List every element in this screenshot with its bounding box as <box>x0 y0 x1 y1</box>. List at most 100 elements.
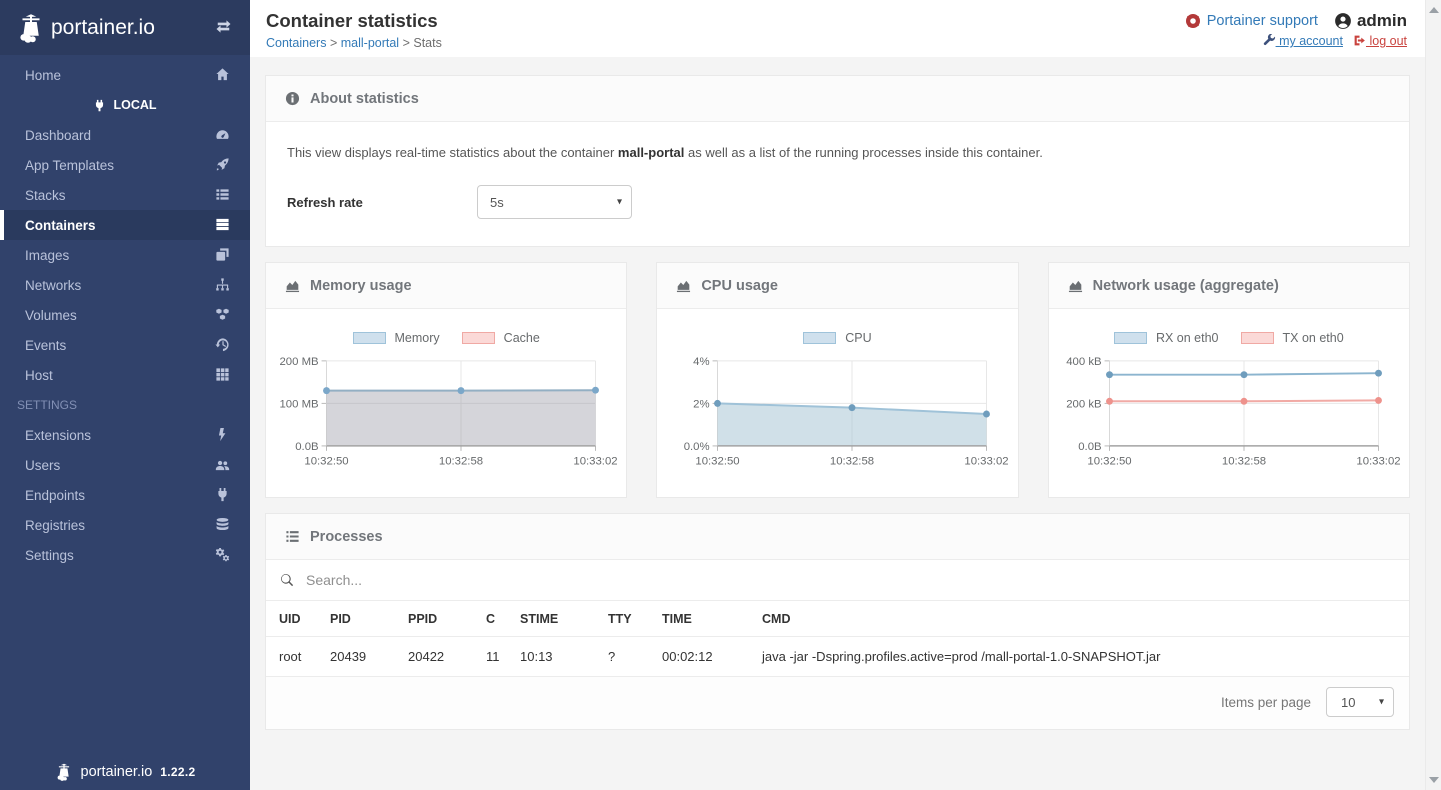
sidebar-item-extensions[interactable]: Extensions <box>0 420 250 450</box>
svg-text:0.0B: 0.0B <box>1078 441 1101 453</box>
sidebar-settings-header: SETTINGS <box>17 398 78 412</box>
col-header-stime[interactable]: STIME <box>520 612 559 627</box>
sidebar-item-label: Registries <box>25 517 86 533</box>
sidebar-item-label: Home <box>25 67 62 83</box>
brand-text: portainer.io <box>51 15 155 39</box>
sidebar-item-networks[interactable]: Networks <box>0 270 250 300</box>
sidebar-item-events[interactable]: Events <box>0 330 250 360</box>
sidebar-item-label: App Templates <box>25 157 115 173</box>
legend-label: Memory <box>394 331 440 345</box>
my-account-link[interactable]: my account <box>1263 34 1343 48</box>
col-header-pid[interactable]: PID <box>330 612 351 627</box>
svg-text:400 kB: 400 kB <box>1066 356 1101 368</box>
network-panel-header: Network usage (aggregate) <box>1048 263 1409 309</box>
refresh-rate-select-wrap: 5s <box>477 185 632 219</box>
about-panel-header: About statistics <box>266 76 1409 122</box>
processes-table-header-row: UID PID PPID C STIME TTY TIME CMD <box>266 601 1409 637</box>
sidebar-item-app-templates[interactable]: App Templates <box>0 150 250 180</box>
network-chart-legend: RX on eth0 TX on eth0 <box>1064 331 1394 345</box>
sidebar-item-users[interactable]: Users <box>0 450 250 480</box>
portainer-footer-logo-icon <box>57 763 69 781</box>
svg-text:10:32:58: 10:32:58 <box>830 456 874 468</box>
processes-search-input[interactable] <box>304 571 1395 590</box>
col-header-uid[interactable]: UID <box>279 612 301 627</box>
sidebar-item-home[interactable]: Home <box>0 60 250 90</box>
page-scrollbar[interactable] <box>1425 0 1441 790</box>
table-cell: 20439 <box>322 636 400 677</box>
content: About statistics This view displays real… <box>250 57 1425 790</box>
svg-text:10:32:50: 10:32:50 <box>1087 456 1131 468</box>
plug-icon <box>96 99 104 111</box>
footer-brand: portainer.io <box>80 764 153 780</box>
sidebar-item-label: Extensions <box>25 427 92 443</box>
log-out-link[interactable]: log out <box>1353 34 1407 48</box>
scrollbar-up-arrow[interactable] <box>1429 7 1439 13</box>
cpu-panel-title: CPU usage <box>701 277 778 294</box>
sidebar-item-label: Containers <box>25 217 96 233</box>
refresh-rate-row: Refresh rate 5s <box>287 185 1388 219</box>
sidebar-item-containers[interactable]: Containers <box>0 210 250 240</box>
network-chart-body: RX on eth0 TX on eth0 400 kB 200 kB 0.0B 10:… <box>1049 309 1409 497</box>
sidebar-item-stacks[interactable]: Stacks <box>0 180 250 210</box>
svg-text:10:33:02: 10:33:02 <box>573 456 617 468</box>
cpu-chart-legend: CPU <box>672 331 1002 345</box>
svg-text:10:32:50: 10:32:50 <box>696 456 740 468</box>
sidebar-item-endpoints[interactable]: Endpoints <box>0 480 250 510</box>
endpoint-switch-icon[interactable] <box>215 18 232 38</box>
breadcrumb-container-link[interactable]: mall-portal <box>340 36 400 50</box>
refresh-rate-label: Refresh rate <box>287 194 363 210</box>
users-icon <box>215 457 230 473</box>
items-per-page-select[interactable]: 10 <box>1326 687 1394 718</box>
network-usage-panel: Network usage (aggregate) RX on eth0 TX o… <box>1047 262 1410 499</box>
memory-usage-panel: Memory usage Memory Cache 200 MB 100 MB 0.0… <box>265 262 628 499</box>
sidebar-item-host[interactable]: Host <box>0 360 250 390</box>
legend-swatch <box>461 332 495 344</box>
sign-out-icon <box>1354 35 1365 46</box>
items-per-page-label: Items per page <box>1220 694 1311 710</box>
about-description: This view displays real-time statistics … <box>287 145 1043 160</box>
sidebar-item-volumes[interactable]: Volumes <box>0 300 250 330</box>
sidebar-item-settings[interactable]: Settings <box>0 540 250 570</box>
cpu-panel-header: CPU usage <box>657 263 1018 309</box>
sitemap-icon <box>215 277 230 293</box>
cubes-icon <box>215 307 230 323</box>
legend-label: RX on eth0 <box>1155 331 1219 345</box>
cogs-icon <box>215 547 230 563</box>
svg-text:10:33:02: 10:33:02 <box>1356 456 1400 468</box>
area-chart-icon <box>285 280 300 293</box>
grid-icon <box>215 367 230 383</box>
tasks-icon <box>286 531 299 543</box>
search-icon <box>281 574 294 587</box>
processes-table: UID PID PPID C STIME TTY TIME CMD root 20… <box>266 601 1409 677</box>
memory-chart: 200 MB 100 MB 0.0B 10:32:50 10:32:58 10:33:02 <box>279 349 617 485</box>
main-area: Container statistics Containers > mall-p… <box>250 0 1425 790</box>
sidebar-item-registries[interactable]: Registries <box>0 510 250 540</box>
col-header-ppid[interactable]: PPID <box>408 612 438 627</box>
col-header-cmd[interactable]: CMD <box>762 612 791 627</box>
col-header-c[interactable]: C <box>486 612 496 627</box>
legend-item: Memory <box>352 331 440 345</box>
table-cell: 20422 <box>400 636 478 677</box>
sidebar-item-label: Dashboard <box>25 127 92 143</box>
bolt-icon <box>215 427 230 443</box>
table-cell: ? <box>600 636 654 677</box>
svg-text:0.0%: 0.0% <box>684 441 710 453</box>
col-header-tty[interactable]: TTY <box>608 612 632 627</box>
portainer-support-link[interactable]: Portainer support <box>1185 13 1318 29</box>
processes-panel-title: Processes <box>310 528 383 545</box>
plug-icon <box>215 487 230 503</box>
sidebar-item-dashboard[interactable]: Dashboard <box>0 120 250 150</box>
username: admin <box>1356 11 1407 30</box>
cpu-chart-body: CPU 4% 2% 0.0% 10:32:50 10:32:58 10:33:02 <box>657 309 1017 497</box>
life-ring-icon <box>1185 14 1200 28</box>
items-per-page-select-wrap: 10 <box>1326 687 1394 718</box>
database-icon <box>215 517 230 533</box>
sidebar-item-images[interactable]: Images <box>0 240 250 270</box>
table-cell: 00:02:12 <box>654 636 754 677</box>
refresh-rate-select[interactable]: 5s <box>477 185 632 219</box>
svg-text:200 kB: 200 kB <box>1066 398 1101 410</box>
sidebar-item-label: Settings <box>25 547 74 563</box>
breadcrumb-containers-link[interactable]: Containers <box>266 36 327 50</box>
col-header-time[interactable]: TIME <box>662 612 692 627</box>
scrollbar-down-arrow[interactable] <box>1429 777 1439 783</box>
